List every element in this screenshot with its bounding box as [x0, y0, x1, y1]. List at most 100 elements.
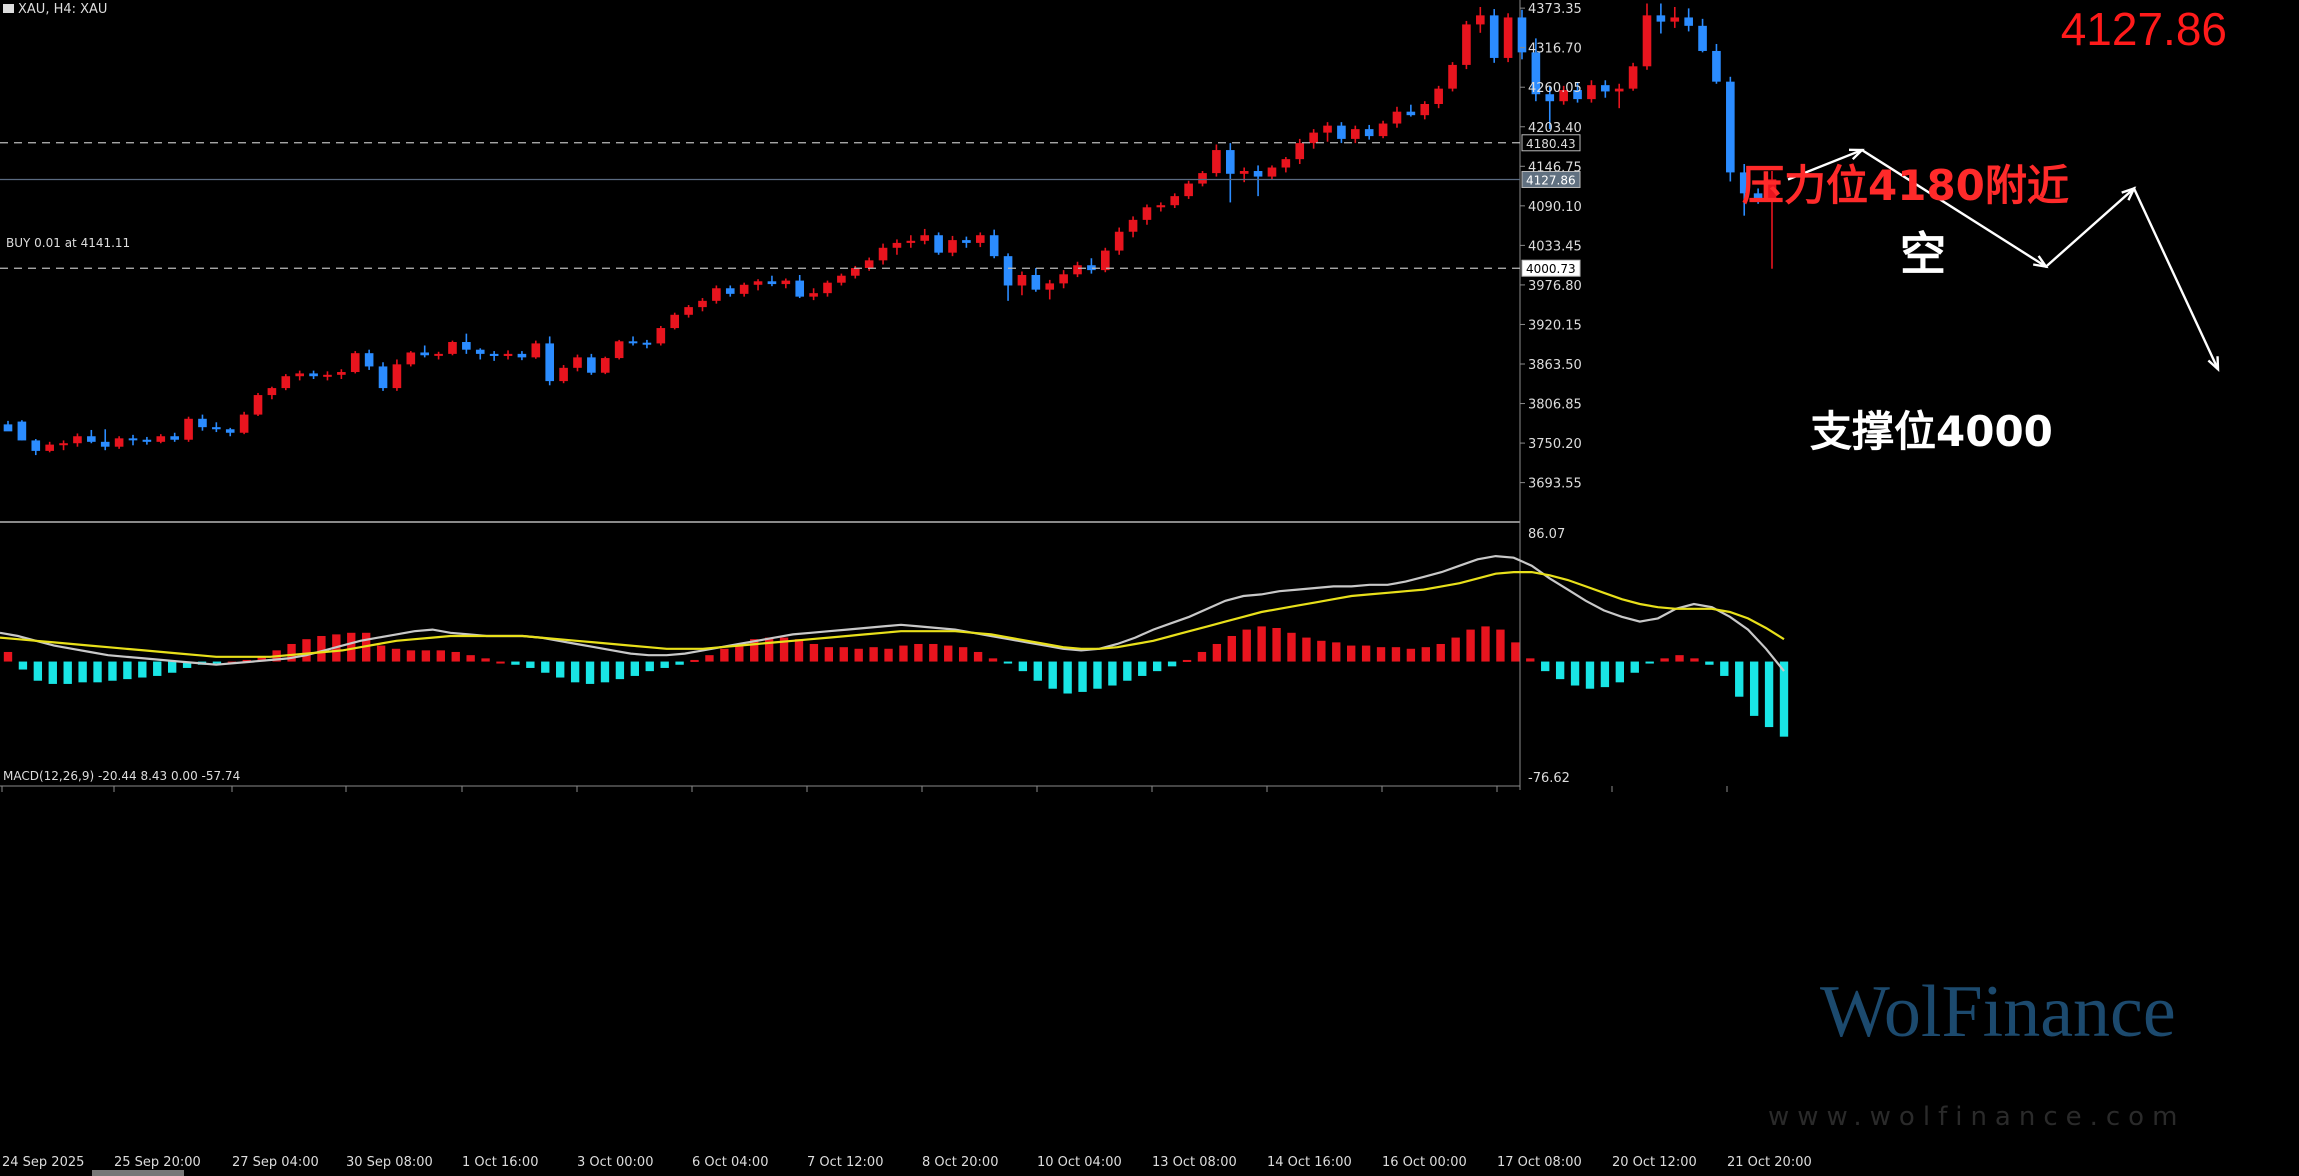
- order-line-label[interactable]: BUY 0.01 at 4141.11: [6, 236, 131, 250]
- candle-body: [434, 353, 443, 356]
- candle-body: [1156, 205, 1166, 208]
- candle-body: [337, 372, 346, 375]
- macd-histogram-bar: [108, 661, 117, 681]
- support-annotation: 支撑位4000: [1810, 407, 2053, 456]
- candle-body: [628, 341, 638, 344]
- candle-body: [1767, 179, 1777, 202]
- macd-histogram-bar: [182, 661, 192, 668]
- macd-histogram-bar: [406, 650, 416, 662]
- candle-body: [1003, 256, 1013, 286]
- candle-body: [1351, 129, 1360, 139]
- candle-body: [573, 357, 582, 368]
- candle-body: [739, 284, 749, 294]
- macd-histogram-bar: [63, 661, 72, 684]
- candle-body: [378, 366, 388, 389]
- macd-histogram-bar: [630, 661, 640, 676]
- macd-histogram-bar: [1227, 635, 1236, 662]
- candle-body: [267, 388, 277, 396]
- macd-histogram-bar: [869, 647, 878, 662]
- macd-histogram-bar: [526, 661, 535, 668]
- macd-histogram-bar: [3, 651, 13, 662]
- macd-histogram-bar: [1257, 626, 1266, 662]
- candle-body: [1406, 111, 1416, 116]
- candle-body: [545, 343, 555, 382]
- candle-body: [3, 424, 13, 432]
- candle-body: [975, 235, 985, 243]
- candle-body: [1212, 150, 1221, 174]
- candle-body: [1434, 88, 1443, 104]
- macd-histogram-bar: [690, 659, 699, 662]
- time-tick-label: 7 Oct 12:00: [807, 1155, 883, 1170]
- candle-body: [670, 314, 680, 329]
- macd-line: [0, 554, 1785, 672]
- macd-histogram-bar: [570, 661, 580, 683]
- candle-body: [420, 352, 429, 356]
- macd-histogram-bar: [1272, 627, 1281, 662]
- macd-histogram-bar: [153, 661, 162, 676]
- time-tick-label: 27 Sep 04:00: [232, 1155, 319, 1170]
- candle-body: [656, 328, 666, 344]
- candle-body: [1239, 171, 1249, 174]
- macd-histogram-bar: [1123, 661, 1132, 681]
- projection-arrows: [1787, 148, 2220, 373]
- time-tick-label: 30 Sep 08:00: [346, 1155, 433, 1170]
- macd-histogram-bar: [1585, 661, 1595, 689]
- macd-histogram-bar: [1779, 661, 1789, 737]
- candle-body: [17, 421, 27, 441]
- macd-histogram-bar: [93, 661, 102, 683]
- price-level-tag: [1521, 170, 1581, 188]
- candle-body: [767, 281, 777, 285]
- watermark-logo: WolFinance: [1820, 971, 2176, 1053]
- macd-histogram-bar: [1406, 648, 1416, 662]
- candle-body: [517, 353, 527, 358]
- macd-histogram-bar: [496, 661, 505, 664]
- macd-histogram-bar: [764, 637, 774, 662]
- time-tick-label: 3 Oct 00:00: [577, 1155, 653, 1170]
- macd-histogram-bar: [1332, 642, 1341, 662]
- macd-axis-bottom: -76.62: [1528, 771, 1570, 786]
- macd-histogram-bar: [809, 643, 819, 662]
- macd-histogram-bar: [794, 639, 804, 662]
- candle-body: [1378, 123, 1388, 137]
- time-tick-label: 13 Oct 08:00: [1152, 1155, 1237, 1170]
- candle-body: [1059, 274, 1068, 284]
- macd-histogram-bar: [1063, 661, 1072, 694]
- candle-body: [184, 418, 193, 440]
- macd-signal-line: [0, 571, 1785, 658]
- macd-histogram-bar: [421, 650, 431, 662]
- time-tick-label: 25 Sep 20:00: [114, 1155, 201, 1170]
- candle-body: [1476, 15, 1485, 25]
- macd-histogram-bar: [1555, 661, 1565, 680]
- candle-body: [59, 443, 68, 446]
- candle-body: [684, 307, 693, 315]
- macd-histogram-bar: [1197, 651, 1207, 662]
- price-level-label: 4180.43: [1526, 137, 1576, 151]
- projection-arrowhead: [2121, 186, 2137, 201]
- macd-histogram-bar: [1287, 632, 1296, 662]
- candle-body: [323, 374, 332, 377]
- price-levels: 4180.43 4127.86 4000.73: [0, 134, 1581, 277]
- time-scroll-thumb[interactable]: [92, 1170, 184, 1176]
- candle-body: [1253, 171, 1263, 177]
- macd-histogram-bar: [735, 643, 744, 662]
- macd-histogram-bar: [1317, 640, 1326, 662]
- macd-histogram-bar: [1735, 661, 1744, 697]
- macd-histogram-bar: [675, 661, 684, 665]
- price-tick-label: 3806.85: [1528, 398, 1582, 413]
- candle-body: [1364, 129, 1374, 137]
- macd-histogram-bar: [854, 648, 863, 662]
- candle-body: [1503, 17, 1513, 58]
- candle-body: [364, 353, 374, 367]
- macd-histogram-bar: [645, 661, 654, 672]
- candle-body: [462, 342, 471, 350]
- price-tick-label: 4090.10: [1528, 200, 1582, 215]
- candle-body: [1073, 265, 1082, 275]
- time-tick-label: 10 Oct 04:00: [1037, 1155, 1122, 1170]
- macd-histogram-bar: [958, 647, 968, 662]
- macd-histogram-bar: [1764, 661, 1774, 728]
- macd-histogram-bar: [481, 658, 490, 662]
- time-tick-label: 21 Oct 20:00: [1727, 1155, 1812, 1170]
- candle-body: [239, 414, 249, 433]
- candle-body: [114, 438, 124, 447]
